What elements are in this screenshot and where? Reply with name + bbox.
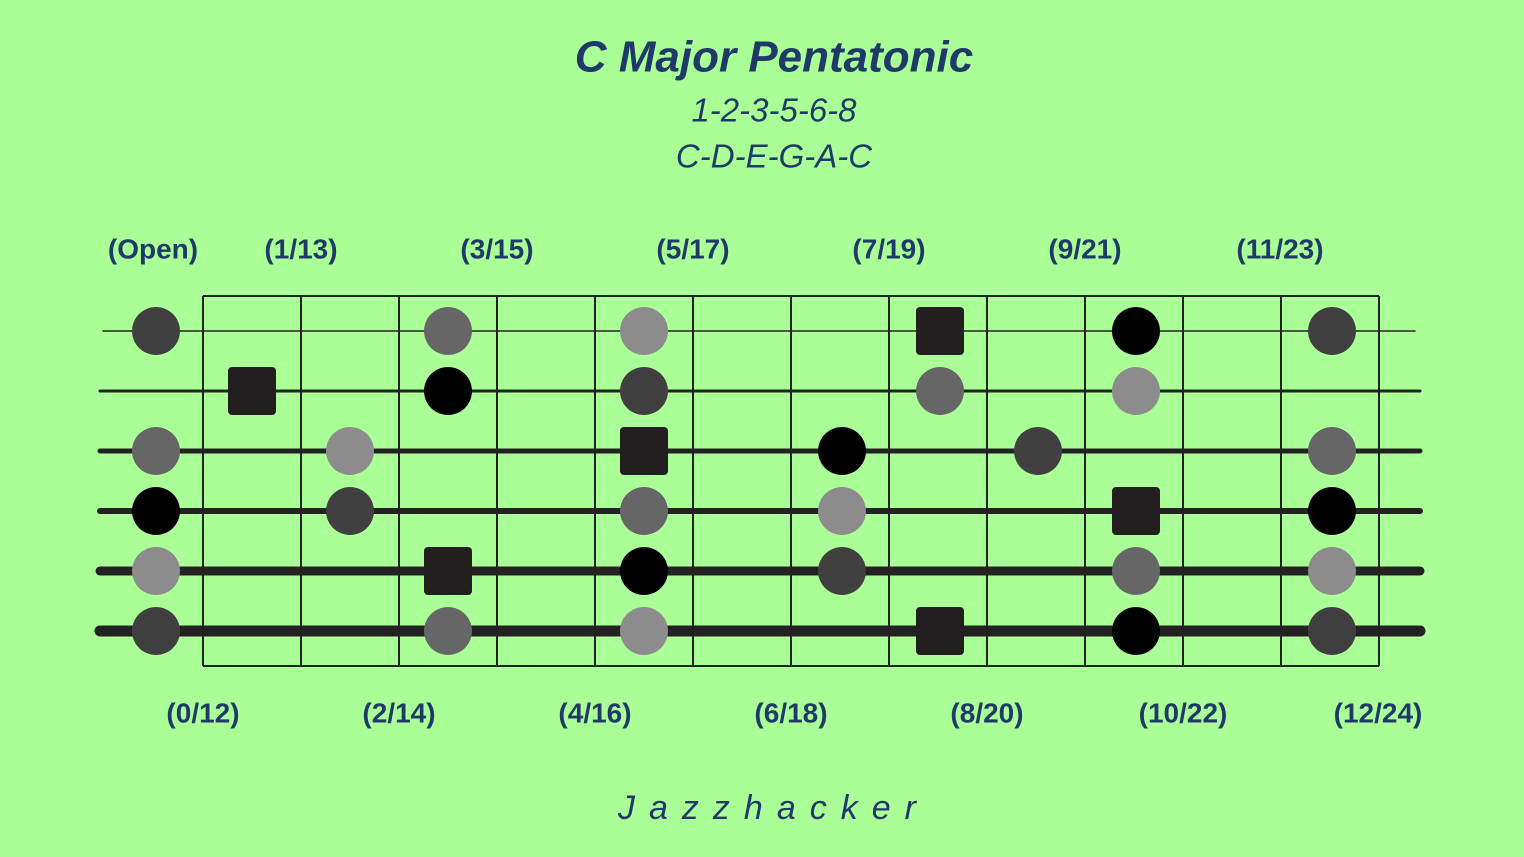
fret-label: (7/19) <box>852 233 925 264</box>
scale-note <box>1014 427 1062 475</box>
scale-note <box>132 307 180 355</box>
scale-note <box>1308 487 1356 535</box>
fret-label: (9/21) <box>1048 233 1121 264</box>
bottom-labels: (0/12) (2/14) (4/16) (6/18) (8/20) (10/2… <box>166 697 1422 728</box>
scale-note <box>132 487 180 535</box>
scale-note <box>1308 307 1356 355</box>
fret-label: (1/13) <box>264 233 337 264</box>
root-note <box>228 367 276 415</box>
scale-note <box>1112 367 1160 415</box>
fret-label: (5/17) <box>656 233 729 264</box>
fret-label: (8/20) <box>950 697 1023 728</box>
scale-note <box>424 307 472 355</box>
fret-label: (11/23) <box>1236 233 1323 264</box>
root-note <box>916 607 964 655</box>
fretboard <box>94 295 1426 667</box>
top-labels: (Open) (1/13) (3/15) (5/17) (7/19) (9/21… <box>108 233 1324 264</box>
root-note <box>916 307 964 355</box>
scale-note <box>1112 307 1160 355</box>
fret-label: (3/15) <box>460 233 533 264</box>
fret-label: (2/14) <box>362 697 435 728</box>
scale-note <box>132 547 180 595</box>
scale-note <box>620 307 668 355</box>
scale-note <box>818 547 866 595</box>
scale-note <box>1112 607 1160 655</box>
scale-note <box>1308 427 1356 475</box>
scale-note <box>1308 607 1356 655</box>
scale-note <box>424 607 472 655</box>
title: C Major Pentatonic <box>575 33 974 82</box>
scale-note <box>1308 547 1356 595</box>
formula: 1-2-3-5-6-8 <box>691 92 857 129</box>
root-note <box>424 547 472 595</box>
root-note <box>1112 487 1160 535</box>
fret-label: (6/18) <box>754 697 827 728</box>
scale-note <box>620 607 668 655</box>
fret-label: (4/16) <box>558 697 631 728</box>
scale-note <box>620 547 668 595</box>
note-names: C-D-E-G-A-C <box>676 138 873 175</box>
scale-note <box>132 607 180 655</box>
fret-label: (10/22) <box>1139 697 1228 728</box>
scale-note <box>620 487 668 535</box>
scale-note <box>326 427 374 475</box>
scale-note <box>1112 547 1160 595</box>
root-note <box>620 427 668 475</box>
fret-label: (0/12) <box>166 697 239 728</box>
scale-note <box>326 487 374 535</box>
scale-note <box>818 487 866 535</box>
scale-note <box>916 367 964 415</box>
fret-label: (Open) <box>108 233 198 264</box>
scale-note <box>818 427 866 475</box>
footer: Jazzhacker <box>617 789 930 827</box>
scale-note <box>132 427 180 475</box>
scale-note <box>424 367 472 415</box>
scale-note <box>620 367 668 415</box>
fret-label: (12/24) <box>1334 697 1423 728</box>
